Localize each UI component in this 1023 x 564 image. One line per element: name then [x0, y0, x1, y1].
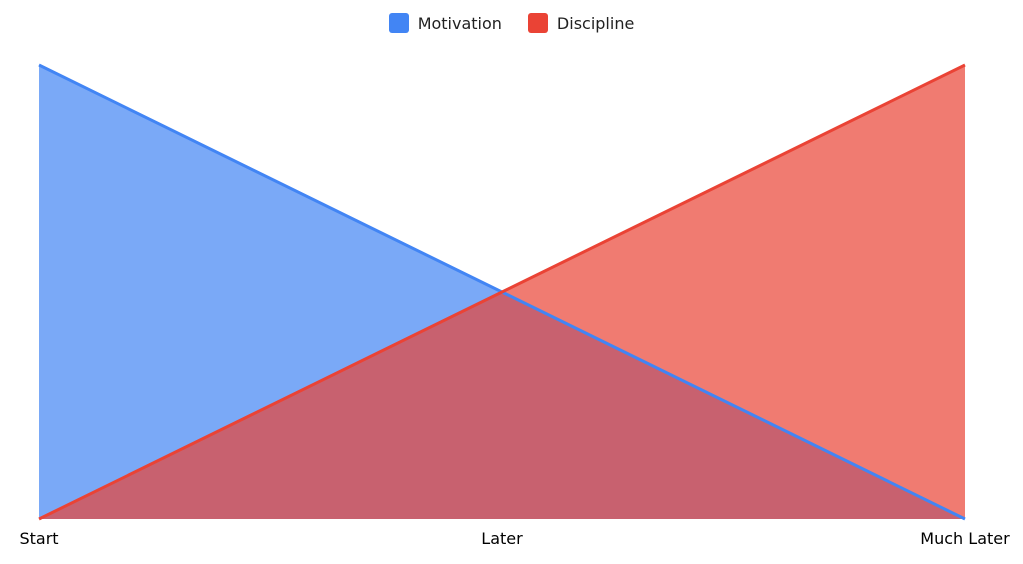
- line-discipline: [38, 63, 966, 521]
- legend-swatch-discipline: [527, 13, 548, 33]
- legend-label-motivation: Motivation: [417, 13, 502, 33]
- legend-item-motivation[interactable]: Motivation: [388, 13, 502, 33]
- legend-swatch-motivation: [388, 13, 409, 33]
- legend: Motivation Discipline: [0, 13, 1023, 33]
- x-tick-label: Much Later: [920, 529, 1010, 548]
- x-tick-label: Start: [19, 529, 59, 548]
- legend-item-discipline[interactable]: Discipline: [527, 13, 635, 33]
- x-tick-label: Later: [481, 529, 523, 548]
- legend-label-discipline: Discipline: [556, 13, 635, 33]
